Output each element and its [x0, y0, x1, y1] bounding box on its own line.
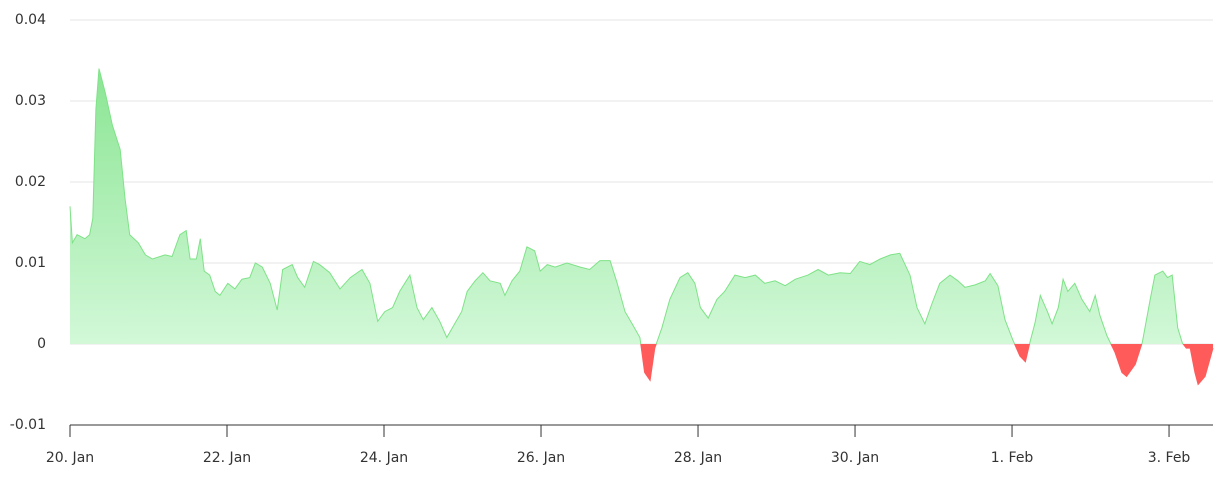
y-tick-label: 0.02: [15, 174, 46, 190]
x-tick-label: 1. Feb: [991, 450, 1034, 466]
y-tick-label: -0.01: [10, 417, 46, 433]
y-tick-label: 0.04: [15, 12, 46, 28]
x-tick-label: 20. Jan: [46, 450, 94, 466]
x-tick-label: 30. Jan: [831, 450, 879, 466]
area: [70, 68, 1213, 385]
x-tick-label: 3. Feb: [1148, 450, 1191, 466]
x-tick-label: 28. Jan: [674, 450, 722, 466]
x-tick-label: 26. Jan: [517, 450, 565, 466]
x-tick-label: 24. Jan: [360, 450, 408, 466]
y-tick-label: 0.03: [15, 93, 46, 109]
y-tick-label: 0: [37, 336, 46, 352]
x-tick-label: 22. Jan: [203, 450, 251, 466]
line: [69, 68, 1214, 386]
y-tick-label: 0.01: [15, 255, 46, 271]
